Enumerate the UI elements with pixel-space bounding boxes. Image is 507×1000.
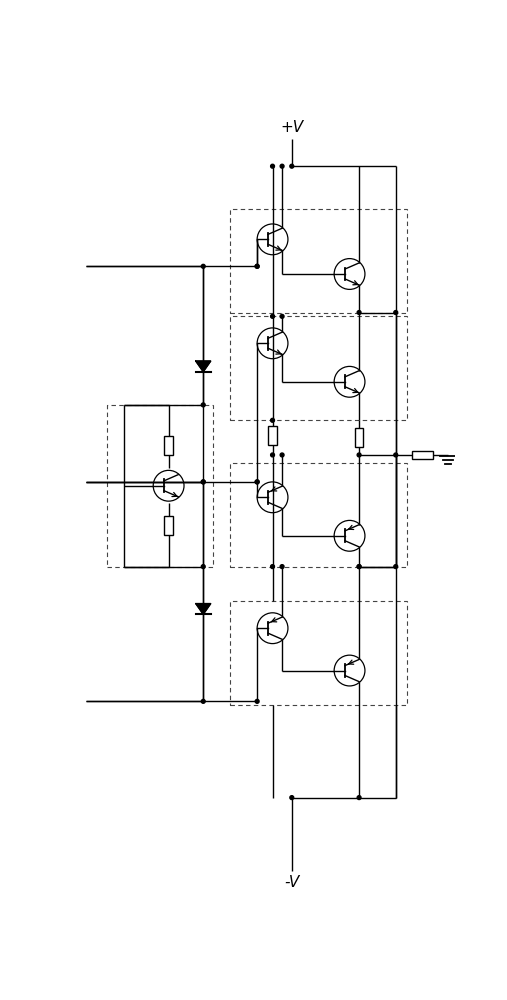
- Circle shape: [271, 453, 274, 457]
- Circle shape: [201, 565, 205, 569]
- Circle shape: [201, 699, 205, 703]
- Circle shape: [201, 264, 205, 268]
- Circle shape: [394, 311, 397, 314]
- Circle shape: [357, 453, 361, 457]
- Circle shape: [255, 264, 259, 268]
- Bar: [230, 209, 407, 312]
- Circle shape: [280, 453, 284, 457]
- Bar: [230, 316, 407, 420]
- Circle shape: [290, 796, 294, 800]
- Bar: [230, 463, 407, 567]
- Circle shape: [280, 565, 284, 569]
- Circle shape: [271, 314, 274, 318]
- Circle shape: [201, 480, 205, 484]
- Bar: [230, 601, 407, 705]
- Circle shape: [280, 164, 284, 168]
- Polygon shape: [196, 604, 211, 614]
- Circle shape: [271, 164, 274, 168]
- Circle shape: [271, 565, 274, 569]
- Bar: [107, 405, 213, 567]
- Circle shape: [357, 796, 361, 800]
- Circle shape: [255, 480, 259, 484]
- Circle shape: [280, 314, 284, 318]
- Bar: [164, 436, 173, 455]
- Bar: [164, 516, 173, 535]
- Text: +V: +V: [280, 120, 303, 135]
- Circle shape: [255, 699, 259, 703]
- Circle shape: [394, 565, 397, 569]
- Bar: [355, 428, 364, 447]
- Text: -V: -V: [284, 875, 300, 890]
- Circle shape: [201, 480, 205, 484]
- Circle shape: [201, 403, 205, 407]
- Circle shape: [357, 565, 361, 569]
- Circle shape: [394, 453, 397, 457]
- Circle shape: [255, 264, 259, 268]
- Circle shape: [255, 480, 259, 484]
- Bar: [412, 451, 433, 459]
- Polygon shape: [196, 361, 211, 372]
- Bar: [268, 426, 277, 445]
- Circle shape: [357, 565, 361, 569]
- Circle shape: [271, 418, 274, 422]
- Circle shape: [357, 311, 361, 314]
- Circle shape: [290, 164, 294, 168]
